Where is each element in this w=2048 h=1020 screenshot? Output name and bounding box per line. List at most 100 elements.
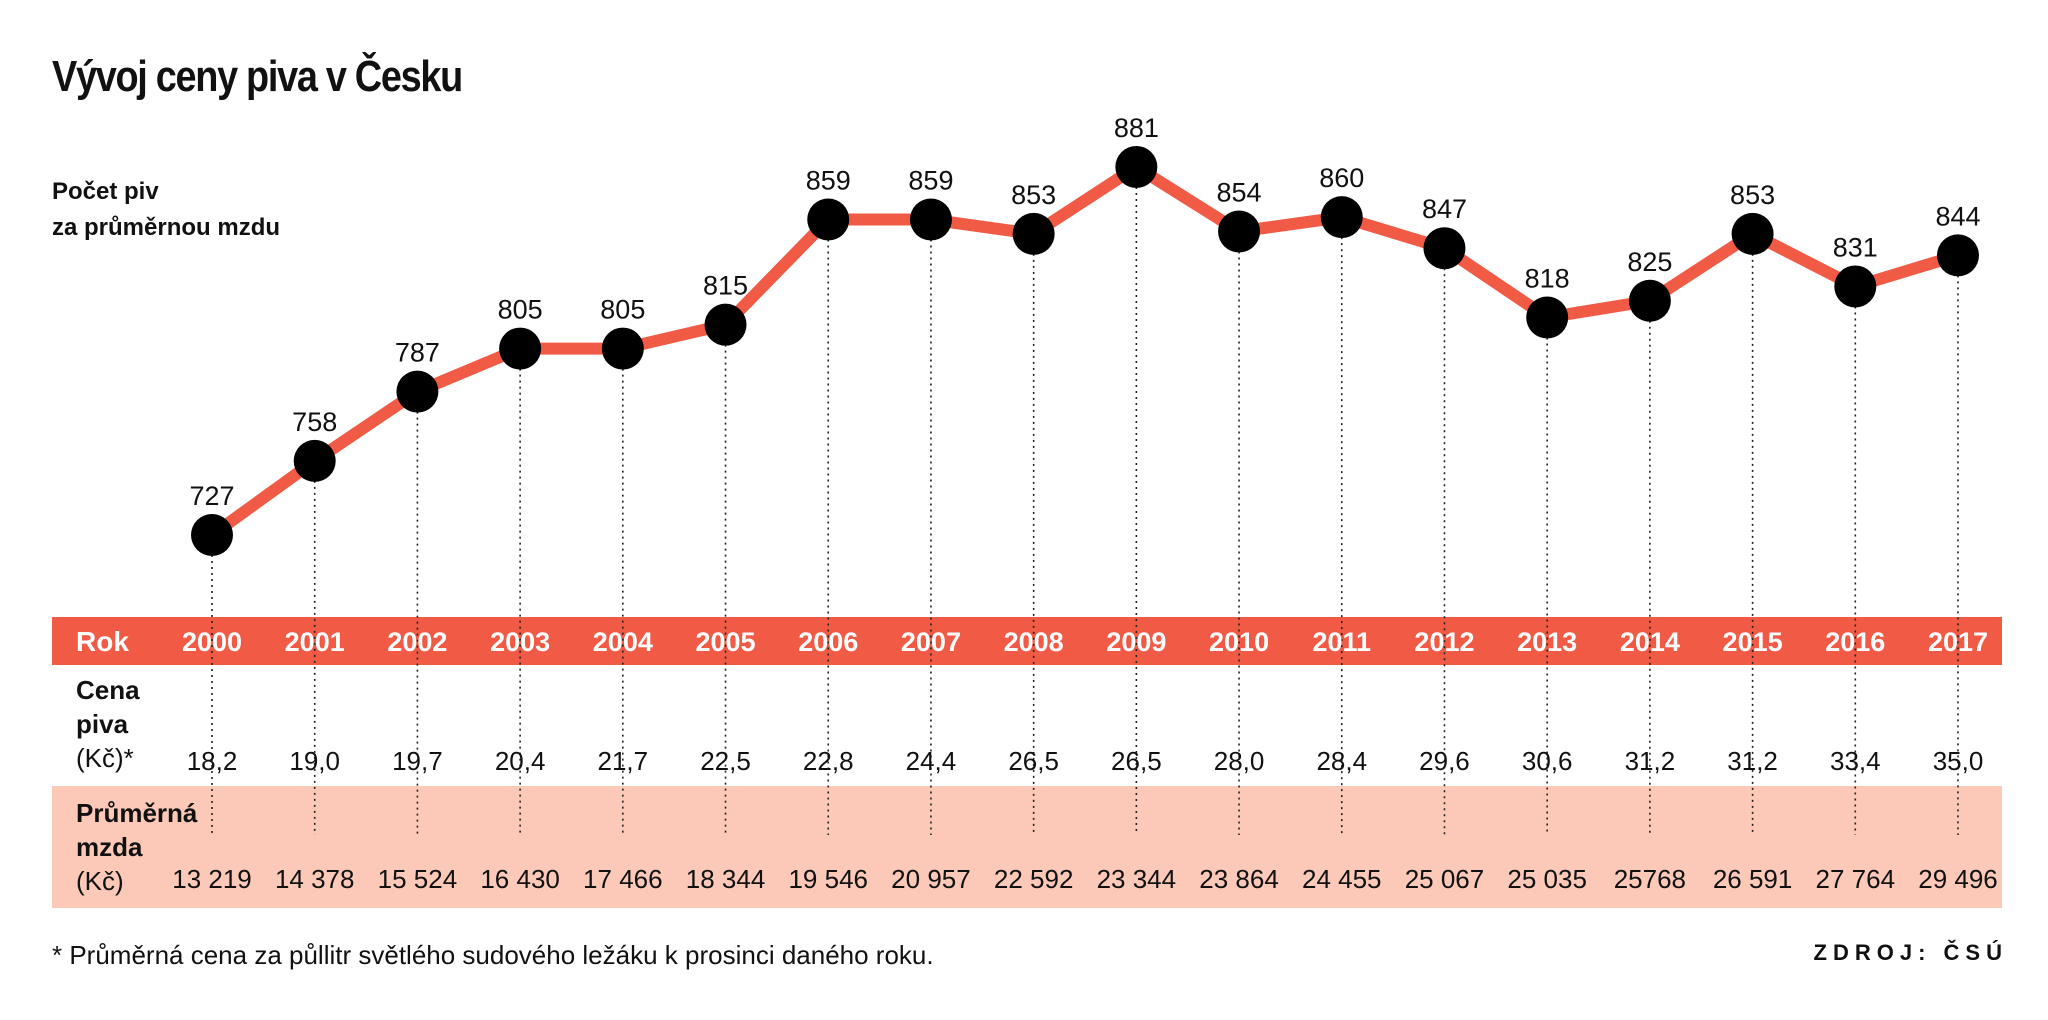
year-tick-2011: 2011	[1312, 627, 1371, 657]
price-label-line-1: Cena	[76, 675, 140, 705]
beer-price-2011: 28,4	[1316, 746, 1367, 776]
beer-price-2007: 24,4	[906, 746, 957, 776]
data-point-2011	[1320, 196, 1363, 239]
source-credit: ZDROJ: ČSÚ	[1813, 940, 2008, 965]
average-wage-2013: 25 035	[1507, 864, 1587, 894]
value-label-2002: 787	[395, 338, 440, 368]
year-row: Rok 2000 2001 2002 2003 2004 2005 2006 2007 2008…	[76, 626, 1988, 657]
data-point-2006	[807, 198, 850, 241]
value-label-2014: 825	[1627, 247, 1672, 277]
data-point-2008	[1012, 212, 1055, 255]
year-band	[52, 617, 2002, 665]
beer-price-2001: 19,0	[289, 746, 340, 776]
beer-price-2003: 20,4	[495, 746, 546, 776]
wage-label-line-1: Průměrná	[76, 798, 198, 828]
data-point-2002	[396, 370, 439, 413]
beer-price-2008: 26,5	[1008, 746, 1059, 776]
average-wage-2003: 16 430	[480, 864, 560, 894]
beer-price-2009: 26,5	[1111, 746, 1162, 776]
year-tick-2006: 2006	[798, 627, 858, 657]
value-label-2017: 844	[1935, 201, 1980, 231]
value-label-2007: 859	[908, 166, 953, 196]
wage-label-line-2: mzda	[76, 832, 143, 862]
year-row-label: Rok	[76, 626, 129, 657]
average-wage-2017: 29 496	[1918, 864, 1998, 894]
average-wage-2016: 27 764	[1816, 864, 1896, 894]
series-line-group	[206, 160, 1964, 541]
average-wage-2002: 15 524	[378, 864, 458, 894]
beer-price-2000: 18,2	[187, 746, 238, 776]
beer-price-2015: 31,2	[1727, 746, 1778, 776]
y-axis-label-line-1: Počet piv	[52, 178, 159, 205]
average-wage-2010: 23 864	[1199, 864, 1279, 894]
beer-price-2010: 28,0	[1214, 746, 1265, 776]
price-label-line-2: piva	[76, 709, 129, 739]
value-label-2016: 831	[1833, 232, 1878, 262]
value-label-group: 727 758 787 805 805 815 859 859 853 881 854 860 847 8…	[189, 113, 1980, 511]
data-point-2000	[191, 514, 233, 556]
year-tick-2002: 2002	[387, 627, 447, 657]
wage-label-line-3: (Kč)	[76, 866, 124, 896]
average-wage-2009: 23 344	[1097, 864, 1177, 894]
average-wage-2008: 22 592	[994, 864, 1074, 894]
beer-price-2014: 31,2	[1625, 746, 1676, 776]
year-tick-2014: 2014	[1620, 627, 1680, 657]
average-wage-2015: 26 591	[1713, 864, 1793, 894]
year-tick-2013: 2013	[1517, 627, 1577, 657]
average-wage-2005: 18 344	[686, 864, 766, 894]
year-tick-2017: 2017	[1928, 627, 1988, 657]
average-wage-2000: 13 219	[172, 864, 252, 894]
value-label-2006: 859	[806, 166, 851, 196]
year-tick-2015: 2015	[1723, 627, 1783, 657]
value-label-2005: 815	[703, 271, 748, 301]
value-label-2003: 805	[498, 295, 543, 325]
price-label-line-3: (Kč)*	[76, 743, 134, 773]
wage-row-label: Průměrná mzda (Kč)	[76, 796, 197, 898]
value-label-2001: 758	[292, 407, 337, 437]
value-label-2011: 860	[1319, 163, 1364, 193]
year-tick-2000: 2000	[182, 627, 242, 657]
data-point-2017	[1937, 234, 1979, 277]
data-point-2015	[1731, 212, 1774, 255]
series-line	[206, 160, 1964, 541]
year-tick-2003: 2003	[490, 627, 550, 657]
average-wage-2012: 25 067	[1405, 864, 1485, 894]
value-label-2008: 853	[1011, 180, 1056, 210]
average-wage-2014: 25768	[1614, 864, 1686, 894]
average-wage-2006: 19 546	[788, 864, 868, 894]
data-point-2004	[601, 327, 644, 370]
guide-lines	[211, 186, 1959, 835]
year-tick-2009: 2009	[1106, 627, 1166, 657]
year-tick-2004: 2004	[593, 627, 653, 657]
year-tick-2005: 2005	[695, 627, 755, 657]
wage-row: 13 219 14 378 15 524 16 430 17 466 18 344 19 5…	[172, 864, 1998, 894]
data-point-2007	[909, 198, 952, 241]
beer-price-2013: 30,6	[1522, 746, 1573, 776]
wage-band	[52, 786, 2002, 908]
beer-price-row-label: Cena piva (Kč)*	[76, 673, 140, 775]
beer-price-2012: 29,6	[1419, 746, 1470, 776]
value-label-2015: 853	[1730, 180, 1775, 210]
y-axis-label: Počet piv za průměrnou mzdu	[52, 174, 280, 246]
year-tick-2001: 2001	[285, 627, 345, 657]
year-tick-2010: 2010	[1209, 627, 1269, 657]
value-label-2009: 881	[1114, 113, 1159, 143]
y-axis-label-line-2: za průměrnou mzdu	[52, 214, 281, 241]
average-wage-2007: 20 957	[891, 864, 971, 894]
year-tick-2012: 2012	[1414, 627, 1474, 657]
data-point-2014	[1628, 279, 1671, 322]
value-label-2000: 727	[189, 481, 234, 511]
average-wage-2001: 14 378	[275, 864, 355, 894]
year-tick-2016: 2016	[1825, 627, 1885, 657]
value-label-2012: 847	[1422, 194, 1467, 224]
value-label-2010: 854	[1217, 177, 1262, 207]
data-point-2009	[1115, 145, 1158, 188]
footnote: * Průměrná cena za půllitr světlého sudo…	[52, 940, 934, 970]
data-point-2010	[1218, 210, 1261, 253]
data-point-2012	[1423, 227, 1466, 270]
marker-group	[191, 145, 1979, 556]
data-point-2005	[704, 303, 747, 346]
year-tick-2008: 2008	[1004, 627, 1064, 657]
year-tick-2007: 2007	[901, 627, 961, 657]
